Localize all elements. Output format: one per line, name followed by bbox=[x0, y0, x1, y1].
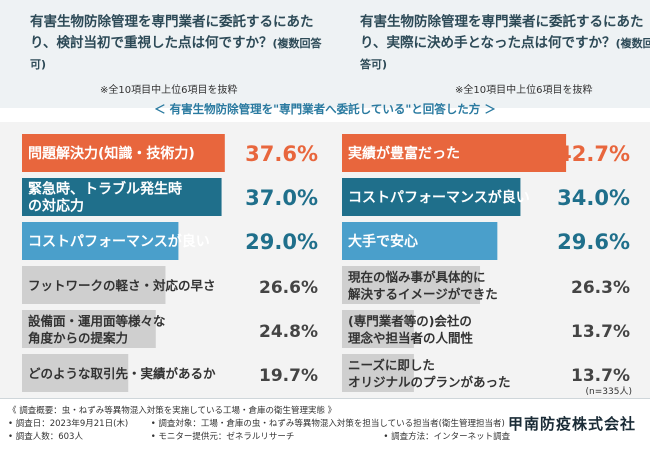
category-label-right-3-1: 大手で安心 bbox=[348, 233, 418, 250]
bar-left-1 bbox=[22, 134, 225, 172]
chart-panel: 問題解決力(知識・技術力) 37.6% 緊急時、トラブル発生時 の対応力 37.0% コス… bbox=[0, 122, 650, 398]
category-label-right-4-2: 解決するイメージができた bbox=[348, 287, 498, 302]
category-label-right-6-2: オリジナルのプランがあった bbox=[348, 375, 511, 390]
value-label-left-5: 24.8% bbox=[259, 322, 318, 342]
category-label-left-2-1: 緊急時、トラブル発生時 bbox=[28, 181, 182, 198]
value-label-right-3: 29.6% bbox=[557, 230, 630, 254]
survey-date: • 調査日：2023年9月21日(木) bbox=[8, 419, 129, 429]
survey-overview: 《 調査概要：虫・ねずみ等異物混入対策を実施している工場・倉庫の衛生管理実態 》… bbox=[8, 405, 510, 444]
footer: 《 調査概要：虫・ねずみ等異物混入対策を実施している工場・倉庫の衛生管理実態 》… bbox=[0, 398, 650, 450]
category-label-right-2-1: コストパフォーマンスが良い bbox=[348, 189, 530, 206]
respondent-subheading: ＜ 有害生物防除管理を"専門業者へ委託している"と回答した方 ＞ bbox=[154, 102, 496, 116]
category-label-right-5-2: 理念や担当者の人間性 bbox=[348, 331, 474, 346]
sample-size-note: (n=335人) bbox=[585, 387, 632, 397]
left-question-paren: (複数回答可) bbox=[30, 37, 322, 71]
category-label-right-6-1: ニーズに即した bbox=[348, 358, 435, 373]
survey-count: • 調査人数：603人 bbox=[8, 432, 83, 442]
category-label-left-2-2: の対応力 bbox=[28, 198, 84, 215]
category-label-left-5-2: 角度からの提案力 bbox=[28, 331, 128, 346]
category-label-right-4-1: 現在の悩み事が具体的に bbox=[348, 270, 486, 285]
bar-right-1 bbox=[342, 134, 567, 172]
bar-right-4 bbox=[342, 266, 481, 304]
right-question-paren: (複数回答可) bbox=[360, 37, 650, 71]
bar-right-2 bbox=[342, 178, 521, 216]
category-label-left-4-1: フットワークの軽さ・対応の早さ bbox=[28, 278, 216, 293]
bar-left-3 bbox=[22, 222, 179, 260]
survey-target: • 調査対象：工場・倉庫の虫・ねずみ等異物混入対策を担当している担当者(衛生管理… bbox=[150, 419, 505, 429]
category-label-left-5-1: 設備面・運用面等様々な bbox=[28, 314, 166, 329]
bar-left-2 bbox=[22, 178, 222, 216]
bar-left-4 bbox=[22, 266, 166, 304]
value-label-right-1: 42.7% bbox=[557, 142, 630, 166]
bar-right-6 bbox=[342, 354, 414, 392]
bar-left-6 bbox=[22, 354, 129, 392]
right-note: ※全10項目中上位6項目を抜粋 bbox=[455, 85, 593, 96]
value-label-right-2: 34.0% bbox=[557, 186, 630, 210]
value-label-right-4: 26.3% bbox=[571, 278, 630, 298]
value-label-left-6: 19.7% bbox=[259, 366, 318, 386]
value-label-right-6: 13.7% bbox=[571, 366, 630, 386]
survey-title: 《 調査概要：虫・ねずみ等異物混入対策を実施している工場・倉庫の衛生管理実態 》 bbox=[8, 406, 337, 416]
value-label-right-5: 13.7% bbox=[571, 322, 630, 342]
category-label-left-1-1: 問題解決力(知識・技術力) bbox=[28, 145, 195, 162]
title-area: 有害生物防除管理を専門業者に委託するにあたり、検討当初で重視した点は何ですか？(… bbox=[0, 0, 650, 108]
value-label-left-1: 37.6% bbox=[245, 142, 318, 166]
value-label-left-4: 26.6% bbox=[259, 278, 318, 298]
left-question-title: 有害生物防除管理を専門業者に委託するにあたり、検討当初で重視した点は何ですか？(… bbox=[30, 14, 322, 71]
bar-left-5 bbox=[22, 310, 156, 348]
value-label-left-3: 29.0% bbox=[245, 230, 318, 254]
value-label-left-2: 37.0% bbox=[245, 186, 318, 210]
left-note: ※全10項目中上位6項目を抜粋 bbox=[100, 85, 238, 96]
survey-provider: • モニター提供元：ゼネラルリサーチ bbox=[150, 432, 295, 442]
company-name: 甲南防疫株式会社 bbox=[507, 415, 636, 433]
right-question-title: 有害生物防除管理を専門業者に委託するにあたり、実際に決め手となった点は何ですか？… bbox=[360, 12, 650, 75]
category-label-right-5-1: (専門業者等の)会社の bbox=[348, 314, 472, 329]
category-label-left-6-1: どのような取引先・実績があるか bbox=[28, 366, 216, 381]
category-label-left-3-1: コストパフォーマンスが良い bbox=[28, 233, 210, 250]
bar-right-3 bbox=[342, 222, 498, 260]
bar-right-5 bbox=[342, 310, 414, 348]
category-label-right-1-1: 実績が豊富だった bbox=[348, 145, 460, 162]
survey-method: • 調査方法：インターネット調査 bbox=[383, 432, 511, 442]
